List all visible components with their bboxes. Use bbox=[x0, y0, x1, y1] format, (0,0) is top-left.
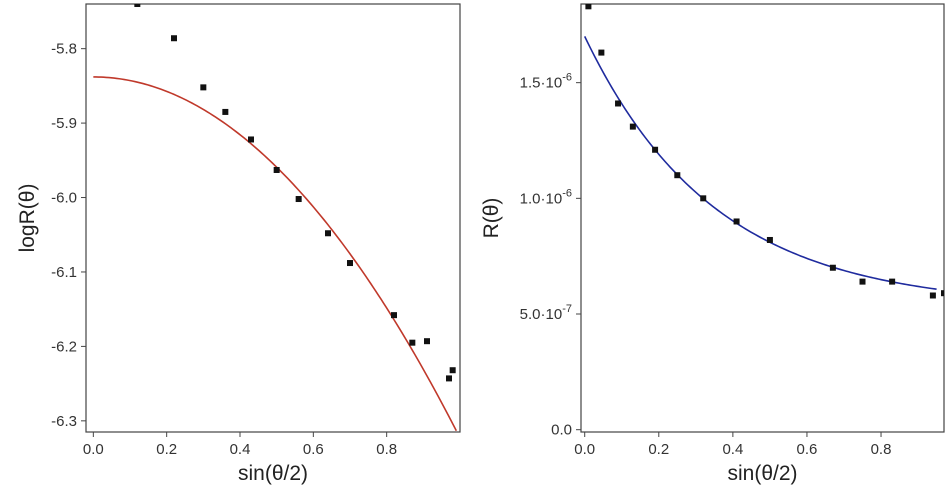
data-point bbox=[409, 339, 416, 346]
data-point bbox=[585, 4, 592, 10]
data-point bbox=[733, 218, 740, 225]
y-tick-label: 0.0 bbox=[551, 422, 572, 439]
data-point bbox=[134, 4, 141, 7]
data-point bbox=[424, 338, 430, 345]
data-point bbox=[941, 290, 944, 297]
chart-left: 0.0 0.2 0.4 0.6 0.8 -5.8 -5.9 -6.0 -6.1 -6.2 -6.3 s… bbox=[16, 3, 461, 485]
y-tick-label: 1.5·10-6 bbox=[520, 72, 572, 92]
data-point bbox=[273, 166, 280, 173]
x-tick-label: 0.6 bbox=[797, 441, 818, 458]
chart-right: 0.0 0.2 0.4 0.6 0.8 0.0 5.0·10-7 1.0·10-6 1.5·10… bbox=[480, 3, 945, 485]
data-point bbox=[652, 146, 659, 153]
data-point bbox=[295, 196, 302, 203]
x-axis-label: sin(θ/2) bbox=[238, 462, 308, 485]
y-axis-label: R(θ) bbox=[480, 198, 503, 239]
y-tick-label: -5.8 bbox=[51, 41, 77, 58]
y-tick-label: 1.0·10-6 bbox=[520, 187, 572, 207]
data-point bbox=[449, 367, 456, 374]
x-tick-label: 0.0 bbox=[83, 441, 104, 458]
data-point bbox=[598, 49, 605, 56]
x-tick-label: 0.2 bbox=[156, 441, 177, 458]
data-point bbox=[325, 230, 331, 237]
data-point bbox=[889, 278, 896, 285]
fit-curve bbox=[583, 36, 937, 290]
plot-area bbox=[583, 4, 944, 299]
y-tick-label: -5.9 bbox=[51, 115, 77, 132]
data-point bbox=[766, 236, 773, 243]
data-point bbox=[222, 108, 229, 115]
data-point bbox=[446, 375, 452, 382]
x-axis-label: sin(θ/2) bbox=[727, 462, 797, 485]
x-tick-label: 0.0 bbox=[574, 441, 595, 458]
x-tick-label: 0.8 bbox=[871, 441, 892, 458]
data-point bbox=[629, 123, 636, 130]
x-tick-label: 0.6 bbox=[303, 441, 324, 458]
data-point bbox=[700, 195, 707, 202]
data-point bbox=[674, 172, 681, 179]
data-point bbox=[615, 100, 622, 107]
plot-frame bbox=[85, 3, 461, 433]
x-tick-label: 0.8 bbox=[376, 441, 397, 458]
x-tick-label: 0.2 bbox=[648, 441, 669, 458]
x-tick-label: 0.4 bbox=[722, 441, 743, 458]
data-point bbox=[859, 278, 866, 285]
plot-area bbox=[93, 4, 458, 432]
x-tick-label: 0.4 bbox=[230, 441, 251, 458]
plot-frame bbox=[580, 3, 945, 433]
data-point bbox=[347, 260, 353, 267]
fit-curve bbox=[93, 76, 458, 432]
data-point bbox=[929, 292, 936, 299]
data-point bbox=[829, 264, 836, 271]
data-point bbox=[391, 312, 397, 319]
y-axis-label: logR(θ) bbox=[16, 184, 39, 253]
y-tick-label: -6.0 bbox=[51, 190, 77, 207]
y-tick-label: -6.2 bbox=[51, 338, 77, 355]
y-tick-label: 5.0·10-7 bbox=[520, 303, 572, 323]
y-tick-label: -6.1 bbox=[51, 264, 77, 281]
data-point bbox=[171, 35, 177, 42]
y-tick-label: -6.3 bbox=[51, 413, 77, 430]
data-point bbox=[200, 84, 207, 91]
data-point bbox=[248, 136, 254, 143]
